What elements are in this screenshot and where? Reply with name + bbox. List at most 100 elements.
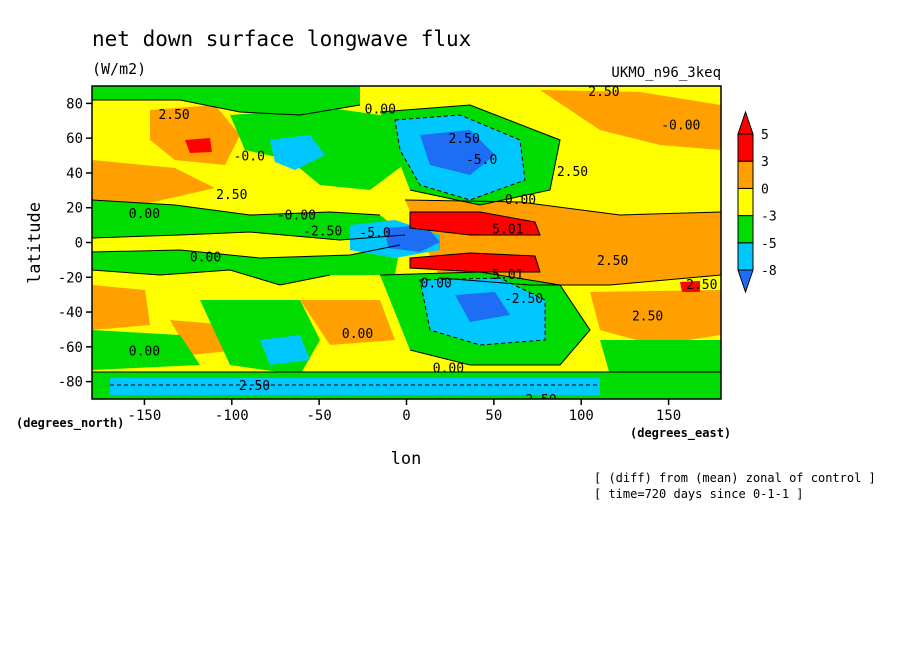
contour-label: -2.50	[504, 292, 543, 307]
legend-label: -5	[761, 237, 777, 252]
contour-label: 0.00	[129, 344, 160, 359]
contour-line	[409, 252, 541, 273]
legend-swatch	[737, 160, 754, 189]
contour-fill	[92, 160, 215, 205]
legend-swatch	[737, 215, 754, 244]
x-tick-label: 0	[402, 408, 410, 424]
contour-line	[92, 199, 381, 216]
contour-label: 2.50	[686, 278, 717, 293]
contour-line	[92, 269, 331, 286]
contour-fill	[270, 135, 325, 170]
contour-label: 0.00	[342, 327, 373, 342]
contour-line	[379, 271, 591, 366]
contour-line	[394, 114, 526, 201]
contour-line	[409, 211, 541, 236]
legend-swatch	[737, 187, 754, 217]
y-axis-label: latitude	[25, 202, 45, 284]
contour-fill	[455, 292, 510, 322]
x-tick-label: 100	[569, 408, 594, 424]
contour-label: -5.0	[466, 153, 497, 168]
contour-fill	[410, 253, 540, 272]
contour-label: -0.0	[234, 150, 265, 165]
legend-label: -8	[761, 264, 777, 279]
x-units-label: (degrees_east)	[630, 426, 731, 441]
contour-line	[379, 104, 561, 206]
contour-label: 0.00	[421, 276, 452, 291]
contour-fill	[92, 86, 360, 115]
plot-area: 2.50 0.00 2.50 -0.00 2.50 -5.0 -0.0 2.50 2.50 0.0…	[91, 85, 722, 408]
contour-label: 2.50	[588, 85, 619, 100]
contour-fill	[410, 212, 540, 235]
contour-fill	[92, 245, 400, 285]
contour-labels: 2.50 0.00 2.50 -0.00 2.50 -5.0 -0.0 2.50 2.50 0.0…	[129, 85, 718, 408]
y-tick-label: -80	[58, 375, 83, 391]
contour-line	[92, 231, 406, 241]
legend-swatch	[737, 133, 754, 162]
x-axis: -150 -100 -50 0 50 100 150	[128, 399, 681, 424]
y-tick-label: -20	[58, 270, 83, 286]
footnote-line-1: [ (diff) from (mean) zonal of control ]	[594, 471, 876, 485]
x-tick-label: -100	[215, 408, 249, 424]
contour-label: 0.00	[365, 103, 396, 118]
y-axis: -80 -60 -40 -20 0 20 40 60 80	[58, 96, 92, 391]
y-tick-label: 0	[75, 236, 83, 252]
x-tick-label: 50	[485, 408, 502, 424]
contour-fill	[110, 378, 600, 395]
legend-label: 0	[761, 182, 769, 197]
contour-fill	[150, 105, 240, 165]
x-axis-label: lon	[391, 449, 422, 469]
contour-line	[439, 274, 721, 286]
contour-label: 2.50	[158, 108, 189, 123]
y-tick-label: 20	[66, 201, 83, 217]
units-label: (W/m2)	[92, 60, 146, 78]
contour-fill	[260, 335, 310, 365]
contour-fill	[600, 340, 721, 375]
contour-label: 0.00	[433, 362, 464, 377]
y-tick-label: 80	[66, 96, 83, 112]
y-tick-label: 40	[66, 166, 83, 182]
contour-label: 2.50	[449, 132, 480, 147]
y-tick-label: -40	[58, 305, 83, 321]
contour-fill	[92, 285, 150, 330]
contour-label: -0.00	[277, 209, 316, 224]
contour-lines	[92, 99, 721, 386]
contour-line	[419, 277, 546, 346]
contour-label: -0.00	[661, 118, 700, 133]
contour-label: -5.0	[359, 226, 390, 241]
y-tick-label: 60	[66, 131, 83, 147]
contour-label: -0.00	[497, 193, 536, 208]
contour-label: 5.01	[492, 268, 523, 283]
x-tick-label: 150	[656, 408, 681, 424]
contour-fill	[540, 90, 721, 150]
contour-label: 5.01	[492, 223, 523, 238]
x-tick-label: -50	[306, 408, 331, 424]
contour-label: 2.50	[525, 393, 556, 408]
contour-label: 2.50	[597, 254, 628, 269]
contour-label: 0.00	[129, 207, 160, 222]
contour-label: 2.50	[239, 379, 270, 394]
y-tick-label: -60	[58, 340, 83, 356]
contour-line	[92, 244, 401, 259]
legend-label: 5	[761, 128, 769, 143]
legend-label: -3	[761, 210, 777, 225]
contour-label: 2.50	[216, 188, 247, 203]
contour-fill	[300, 300, 395, 345]
contour-fill	[420, 130, 495, 175]
y-units-label: (degrees_north)	[16, 416, 124, 431]
legend-swatch	[737, 110, 754, 135]
model-label: UKMO_n96_3keq	[611, 65, 721, 81]
contour-fill	[590, 290, 721, 345]
legend-swatch	[737, 242, 754, 271]
footnote-line-2: [ time=720 days since 0-1-1 ]	[594, 487, 804, 501]
chart-title: net down surface longwave flux	[92, 27, 471, 51]
contour-fill	[680, 281, 700, 292]
x-tick-label: -150	[128, 408, 162, 424]
filled-contours: 2.50 0.00 2.50 -0.00 2.50 -5.0 -0.0 2.50 2.50 0.0…	[92, 85, 721, 408]
contour-label: 0.00	[190, 250, 221, 265]
contour-label: -2.50	[303, 224, 342, 239]
legend-swatch	[737, 269, 754, 294]
legend-label: 3	[761, 155, 769, 170]
contour-fill	[92, 330, 200, 370]
contour-line	[92, 99, 361, 116]
